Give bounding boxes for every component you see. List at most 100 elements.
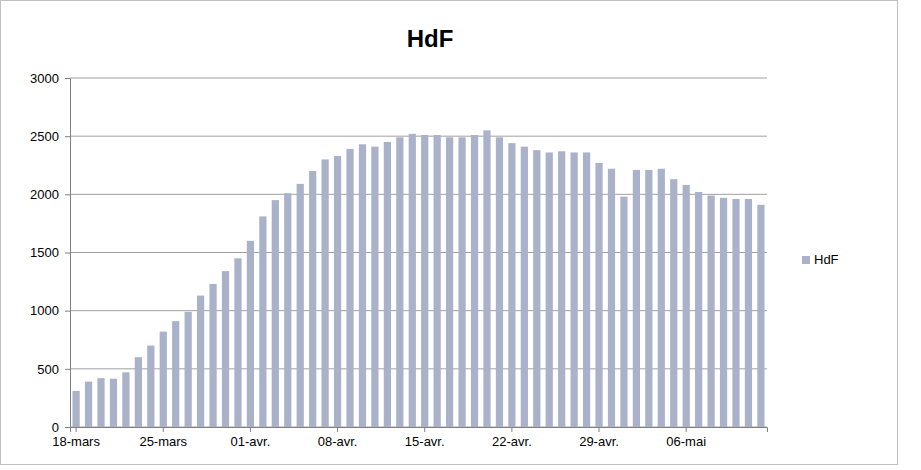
x-tick-label: 22-avr. (492, 434, 532, 449)
bar (334, 156, 341, 427)
bar (209, 284, 216, 427)
bar (135, 357, 142, 427)
bar (409, 134, 416, 427)
y-tick-label: 1000 (30, 303, 59, 318)
x-tick: 06-mai (666, 427, 706, 449)
bar (658, 169, 665, 427)
bar (309, 171, 316, 427)
bar (234, 258, 241, 427)
bar (147, 346, 154, 427)
y-tick: 2500 (30, 129, 70, 144)
bar (757, 205, 764, 427)
x-tick-label: 15-avr. (405, 434, 445, 449)
bar (297, 184, 304, 427)
y-tick-label: 0 (52, 420, 59, 435)
bar (483, 130, 490, 427)
bar (707, 195, 714, 427)
bar (521, 147, 528, 427)
x-tick: 01-avr. (231, 427, 271, 449)
bar (222, 271, 229, 427)
bar (683, 185, 690, 427)
y-axis: 0 500 1000 1500 2000 2500 3000 (30, 71, 70, 435)
x-tick-label: 29-avr. (579, 434, 619, 449)
x-tick-label: 25-mars (139, 434, 187, 449)
legend-label: HdF (814, 252, 839, 267)
bar (670, 179, 677, 427)
x-tick: 22-avr. (492, 427, 532, 449)
y-tick-label: 2000 (30, 187, 59, 202)
y-tick: 1000 (30, 303, 70, 318)
y-axis-line (65, 79, 71, 428)
chart: 0 500 1000 1500 2000 2500 3000 18-mars 25-mars 01… (0, 0, 921, 470)
y-tick: 1500 (30, 245, 70, 260)
x-tick-mark (337, 427, 338, 432)
bar (72, 391, 79, 427)
x-tick-mark (163, 427, 164, 432)
bar (322, 159, 329, 427)
y-tick-mark (65, 78, 70, 79)
bar (720, 198, 727, 427)
legend: HdF (802, 252, 839, 267)
bar (172, 321, 179, 427)
bar (110, 379, 117, 427)
bar (396, 137, 403, 427)
bar (384, 142, 391, 427)
x-tick-mark (250, 427, 251, 432)
bar (259, 216, 266, 427)
bars (72, 130, 764, 427)
y-tick-mark (65, 369, 70, 370)
bar (608, 169, 615, 427)
y-tick-mark (65, 194, 70, 195)
bar (85, 382, 92, 427)
x-tick-mark (511, 427, 512, 432)
bar (346, 149, 353, 427)
bar (359, 144, 366, 427)
bar (533, 150, 540, 427)
bar (97, 378, 104, 427)
bar (471, 135, 478, 427)
x-tick-label: 18-mars (52, 434, 100, 449)
legend-swatch (802, 256, 810, 264)
grid (70, 78, 767, 427)
y-tick: 3000 (30, 71, 70, 86)
bar (434, 135, 441, 427)
x-tick-mark (424, 427, 425, 432)
grid-line (70, 78, 767, 79)
x-axis-line (71, 428, 768, 433)
bar (122, 372, 129, 427)
y-tick: 500 (37, 361, 70, 376)
x-tick: 15-avr. (405, 427, 445, 449)
bar (371, 147, 378, 427)
bar (583, 152, 590, 427)
x-tick-mark (686, 427, 687, 432)
bar (160, 332, 167, 427)
bar (620, 197, 627, 427)
bar (272, 200, 279, 427)
x-axis: 18-mars 25-mars 01-avr. 08-avr. 15-avr. 22-av… (52, 427, 767, 449)
x-tick-label: 06-mai (666, 434, 706, 449)
bar (496, 137, 503, 427)
bar (185, 312, 192, 427)
bar (421, 135, 428, 427)
x-tick: 08-avr. (318, 427, 358, 449)
bar (633, 170, 640, 427)
x-tick-mark (76, 427, 77, 432)
x-tick-label: 08-avr. (318, 434, 358, 449)
bar (745, 199, 752, 427)
y-tick-label: 3000 (30, 71, 59, 86)
bar (546, 152, 553, 427)
x-tick: 29-avr. (579, 427, 619, 449)
x-tick-mark (599, 427, 600, 432)
bar (508, 143, 515, 427)
bar (197, 296, 204, 427)
bar (558, 151, 565, 427)
y-tick-mark (65, 427, 70, 428)
bar (732, 199, 739, 427)
y-tick-mark (65, 136, 70, 137)
bar (458, 137, 465, 427)
bar (645, 170, 652, 427)
title: HdF (407, 25, 454, 52)
y-tick-label: 2500 (30, 129, 59, 144)
y-tick-label: 1500 (30, 245, 59, 260)
y-tick: 2000 (30, 187, 70, 202)
